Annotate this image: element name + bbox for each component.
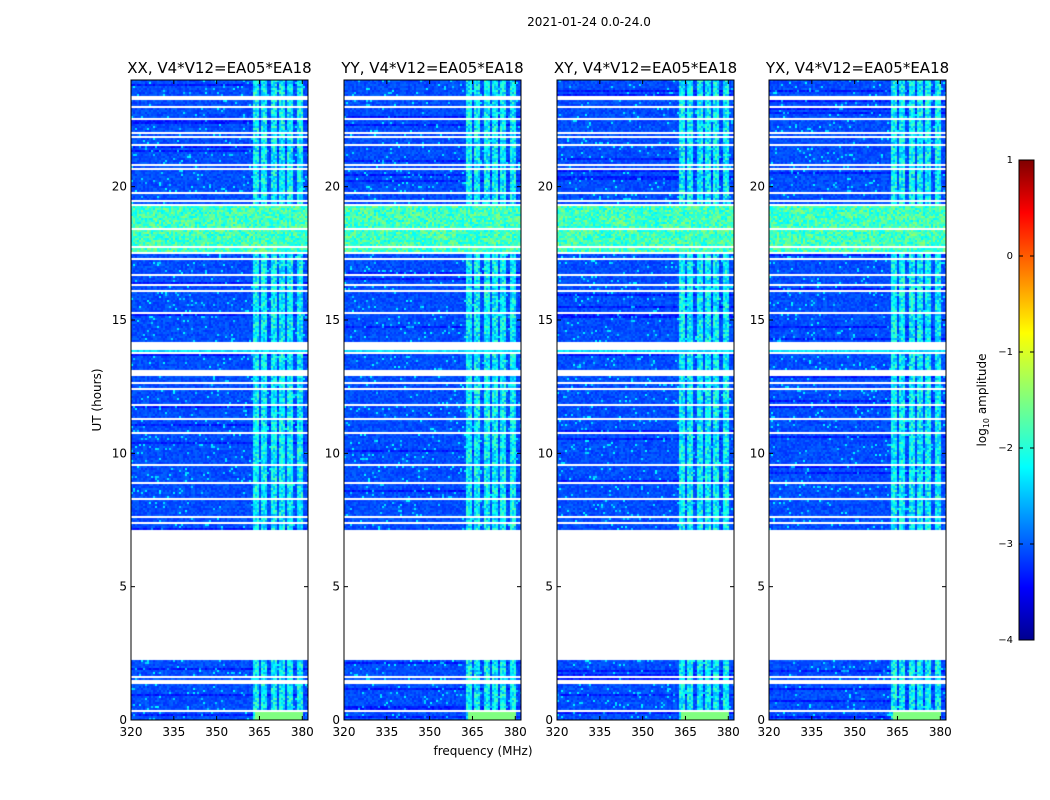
y-tick-label: 10 — [538, 446, 553, 460]
spectrogram-panel: XX, V4*V12=EA05*EA18 320 335 350 365 380 0 5 10 1… — [112, 59, 314, 739]
panel-frame — [130, 79, 309, 721]
y-tick-label: 20 — [750, 180, 765, 194]
x-tick-label: 320 — [758, 725, 781, 739]
spectrogram-panel: XY, V4*V12=EA05*EA18 320 335 350 365 380 0 5 10 1… — [538, 59, 740, 739]
colorbar-tick-label: 0 — [1007, 251, 1013, 262]
panel-frame — [343, 79, 522, 721]
y-tick-label: 20 — [538, 180, 553, 194]
spectrogram-image — [131, 80, 308, 720]
x-tick-label: 335 — [375, 725, 398, 739]
x-tick-label: 320 — [333, 725, 356, 739]
spectrogram-image — [557, 80, 734, 720]
y-tick-label: 10 — [750, 446, 765, 460]
y-axis-label: UT (hours) — [90, 368, 104, 431]
colorbar-label: log10 amplitude — [975, 354, 991, 447]
x-tick-label: 365 — [674, 725, 697, 739]
y-tick-label: 0 — [545, 713, 553, 727]
colorbar-tick-label: −4 — [998, 635, 1013, 646]
panel-title: XX, V4*V12=EA05*EA18 — [127, 59, 311, 77]
x-tick-label: 350 — [418, 725, 441, 739]
panel-title: XY, V4*V12=EA05*EA18 — [554, 59, 737, 77]
y-tick-label: 10 — [325, 446, 340, 460]
x-tick-label: 380 — [504, 725, 527, 739]
y-tick-label: 15 — [538, 313, 553, 327]
y-tick-label: 5 — [757, 580, 765, 594]
panel-frame — [768, 79, 947, 721]
colorbar-tick-label: −2 — [998, 443, 1013, 454]
y-tick-label: 0 — [119, 713, 127, 727]
y-tick-label: 5 — [119, 580, 127, 594]
colorbar: 1 0 −1 −2 −3 −4 log10 amplitude — [975, 155, 1035, 646]
y-tick-label: 0 — [757, 713, 765, 727]
x-tick-label: 380 — [291, 725, 314, 739]
y-tick-label: 10 — [112, 446, 127, 460]
x-tick-label: 320 — [120, 725, 143, 739]
panel-frame — [556, 79, 735, 721]
y-tick-label: 5 — [332, 580, 340, 594]
y-tick-label: 0 — [332, 713, 340, 727]
x-tick-label: 350 — [631, 725, 654, 739]
x-tick-label: 350 — [205, 725, 228, 739]
colorbar-gradient — [1018, 159, 1035, 641]
x-tick-label: 335 — [800, 725, 823, 739]
x-tick-label: 380 — [717, 725, 740, 739]
x-tick-label: 335 — [162, 725, 185, 739]
y-tick-label: 15 — [750, 313, 765, 327]
y-tick-label: 20 — [112, 180, 127, 194]
x-tick-label: 365 — [248, 725, 271, 739]
x-tick-label: 335 — [588, 725, 611, 739]
x-tick-label: 350 — [843, 725, 866, 739]
y-tick-label: 5 — [545, 580, 553, 594]
y-tick-label: 15 — [325, 313, 340, 327]
spectrogram-image — [769, 80, 946, 720]
panel-title: YX, V4*V12=EA05*EA18 — [765, 59, 949, 77]
colorbar-tick-label: 1 — [1007, 155, 1013, 166]
panel-title: YY, V4*V12=EA05*EA18 — [340, 59, 523, 77]
figure-title: 2021-01-24 0.0-24.0 — [527, 15, 651, 29]
y-tick-label: 15 — [112, 313, 127, 327]
x-tick-label: 380 — [929, 725, 952, 739]
x-axis-label: frequency (MHz) — [433, 744, 532, 758]
x-tick-label: 365 — [461, 725, 484, 739]
spectrogram-panel: YY, V4*V12=EA05*EA18 320 335 350 365 380 0 5 10 1… — [325, 59, 527, 739]
spectrogram-image — [344, 80, 521, 720]
x-tick-label: 320 — [546, 725, 569, 739]
spectrogram-panel: YX, V4*V12=EA05*EA18 320 335 350 365 380 0 5 10 1… — [750, 59, 952, 739]
colorbar-tick-label: −3 — [998, 539, 1013, 550]
y-tick-label: 20 — [325, 180, 340, 194]
colorbar-tick-label: −1 — [998, 347, 1013, 358]
x-tick-label: 365 — [886, 725, 909, 739]
